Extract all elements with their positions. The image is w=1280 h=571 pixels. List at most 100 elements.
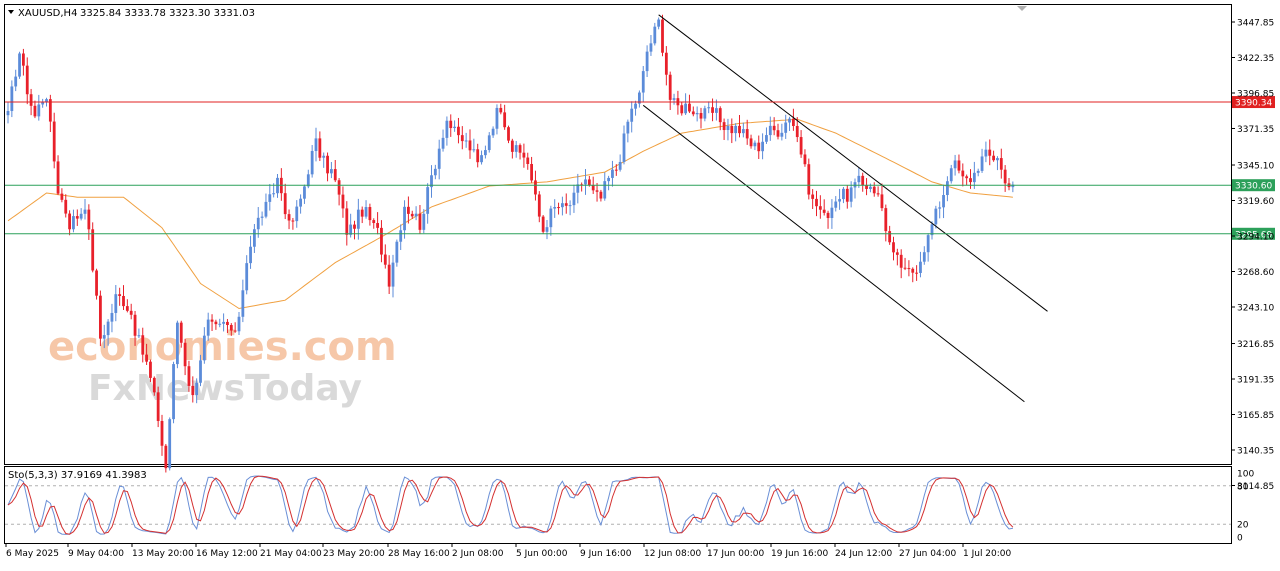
- candle: [229, 323, 233, 336]
- candle-body: [795, 125, 799, 138]
- candle: [761, 133, 764, 160]
- candle: [460, 126, 464, 150]
- x-tick-label: 28 May 16:00: [388, 549, 450, 559]
- candle: [842, 187, 845, 204]
- candle-body: [726, 125, 730, 131]
- candle-body: [699, 113, 703, 119]
- candle-body: [765, 135, 768, 142]
- candle: [360, 206, 364, 224]
- candle-body: [272, 193, 276, 195]
- candle: [765, 127, 768, 144]
- candle-body: [965, 176, 969, 179]
- candle-body: [75, 216, 79, 219]
- candle-body: [799, 137, 803, 155]
- stochastic-signal-line: [7, 475, 1014, 535]
- channel-upper-line: [658, 14, 1048, 312]
- candle: [992, 150, 995, 162]
- candle: [176, 320, 179, 369]
- candle: [391, 254, 395, 298]
- candle-body: [576, 184, 580, 193]
- candle-body: [149, 361, 152, 378]
- candle-body: [449, 120, 453, 129]
- candle-body: [892, 242, 895, 253]
- candle-body: [10, 86, 14, 112]
- x-tick-label: 1 Jul 20:00: [963, 549, 1012, 559]
- candle-body: [364, 207, 368, 217]
- candle-body: [52, 121, 56, 162]
- candle-body: [834, 201, 838, 208]
- candle: [911, 267, 915, 283]
- candle-body: [561, 203, 564, 208]
- stochastic-axis-label: 80: [1237, 482, 1249, 492]
- candle-body: [187, 366, 191, 386]
- candle: [99, 290, 102, 347]
- candle: [326, 152, 329, 182]
- candle-body: [792, 118, 795, 126]
- x-tick-label: 5 Jun 00:00: [516, 549, 568, 559]
- candle: [757, 135, 761, 159]
- candle-body: [137, 335, 141, 337]
- candle-body: [326, 155, 329, 174]
- candle-body: [441, 137, 445, 149]
- candle-body: [287, 214, 291, 221]
- candle: [403, 200, 406, 239]
- level-tag-resistance: [1232, 96, 1275, 109]
- candle-body: [607, 177, 610, 182]
- candle: [942, 184, 945, 219]
- candle: [168, 417, 172, 471]
- candle-body: [768, 125, 772, 136]
- candle-body: [757, 142, 761, 152]
- candle-body: [922, 252, 926, 262]
- candle-body: [684, 103, 687, 114]
- candle-body: [537, 194, 541, 217]
- candle-body: [45, 99, 48, 103]
- candle: [957, 154, 961, 174]
- candle-body: [649, 43, 653, 52]
- y-tick-label: 3243.10: [1237, 303, 1274, 313]
- candle: [726, 118, 730, 141]
- candle-body: [41, 102, 45, 105]
- candle: [795, 117, 799, 143]
- candle-body: [907, 268, 911, 270]
- candle-body: [711, 107, 714, 113]
- candle: [164, 443, 168, 473]
- candle: [522, 143, 526, 168]
- candle: [734, 123, 738, 142]
- candle: [122, 285, 125, 311]
- candle-body: [722, 122, 726, 131]
- candle-body: [926, 235, 930, 253]
- candle: [892, 236, 895, 261]
- candle: [946, 176, 949, 202]
- candle-body: [664, 52, 668, 75]
- candle: [333, 159, 337, 183]
- candle: [95, 268, 98, 300]
- candle: [264, 193, 268, 219]
- candle: [965, 174, 969, 186]
- candle-body: [383, 254, 387, 265]
- y-tick-label: 3165.85: [1237, 411, 1274, 421]
- candle-body: [414, 213, 418, 217]
- candle-body: [510, 140, 514, 152]
- candle: [291, 217, 295, 230]
- candle-body: [118, 294, 122, 296]
- candle: [364, 200, 368, 219]
- symbol-dropdown-icon[interactable]: [8, 10, 14, 14]
- candle: [345, 201, 349, 246]
- candle: [72, 209, 75, 233]
- candle: [880, 183, 884, 212]
- candle-body: [730, 125, 734, 134]
- candle-body: [668, 74, 672, 100]
- candle-body: [499, 107, 503, 113]
- candle-body: [218, 323, 222, 325]
- candle: [202, 327, 206, 364]
- chart-shift-marker-icon[interactable]: [1017, 6, 1027, 11]
- candle-body: [245, 263, 249, 291]
- candle: [861, 172, 865, 192]
- candle-body: [183, 342, 187, 367]
- candle-body: [487, 135, 491, 151]
- candle: [530, 156, 533, 183]
- candle-body: [611, 169, 614, 178]
- candle-body: [410, 213, 414, 217]
- candle: [183, 338, 187, 376]
